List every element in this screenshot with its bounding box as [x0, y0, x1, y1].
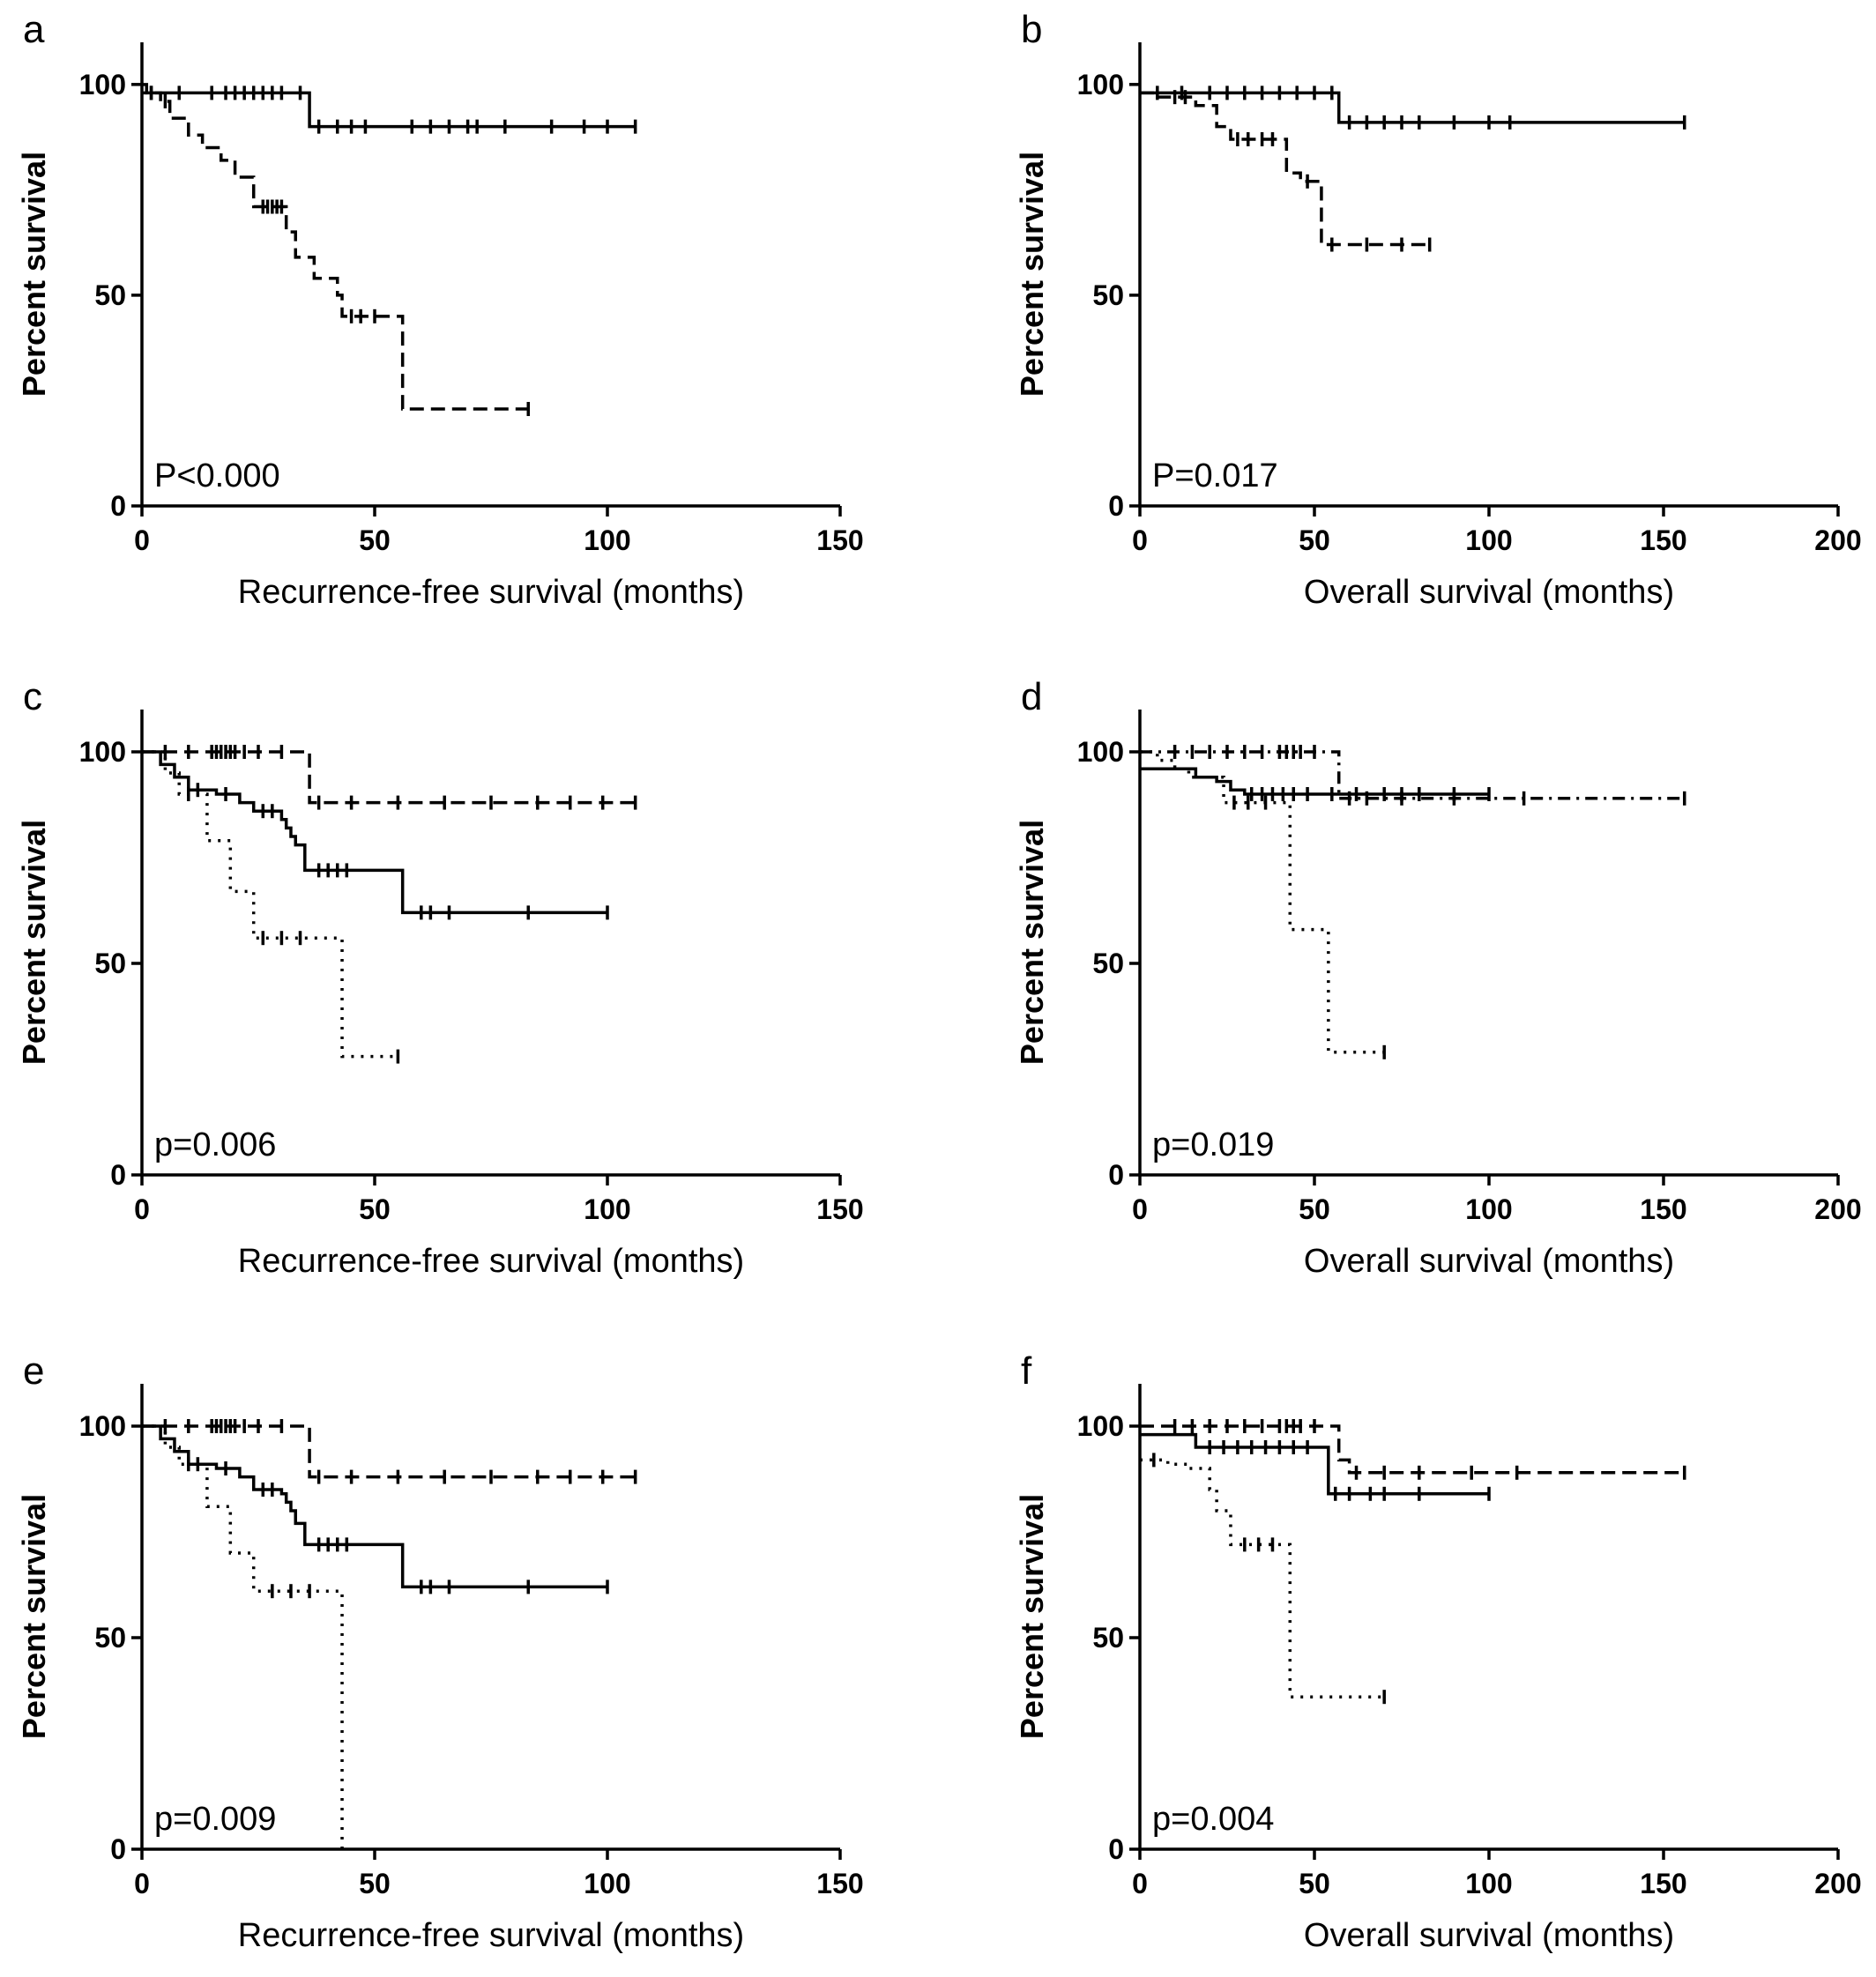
x-tick-label: 150 [816, 1868, 863, 1899]
y-tick-label: 0 [1108, 1833, 1124, 1865]
y-tick-label: 50 [94, 279, 126, 311]
survival-curve-dotted [142, 1424, 344, 1849]
panel-letter: b [1021, 8, 1042, 51]
x-tick-label: 100 [1465, 1193, 1512, 1225]
y-tick-label: 100 [1077, 1410, 1124, 1442]
panel-letter: c [23, 675, 42, 718]
x-tick-label: 100 [584, 1193, 630, 1225]
panel-letter: e [23, 1349, 44, 1393]
x-tick-label: 100 [1465, 524, 1512, 556]
x-axis-label: Recurrence-free survival (months) [238, 1917, 744, 1954]
y-axis-label: Percent survival [16, 1494, 52, 1739]
p-value-annotation: p=0.009 [154, 1801, 276, 1838]
x-tick-label: 100 [584, 1868, 630, 1899]
x-tick-label: 200 [1814, 1868, 1861, 1899]
x-tick-label: 50 [1299, 1868, 1330, 1899]
p-value-annotation: p=0.004 [1152, 1801, 1274, 1838]
x-axis-label: Recurrence-free survival (months) [238, 574, 744, 611]
survival-curve-dashed [142, 83, 529, 411]
y-tick-label: 100 [79, 69, 126, 100]
y-tick-label: 50 [1092, 1622, 1124, 1654]
x-tick-label: 100 [1465, 1868, 1512, 1899]
panel-letter: f [1021, 1349, 1032, 1393]
x-tick-label: 150 [816, 524, 863, 556]
y-tick-label: 50 [1092, 948, 1124, 979]
x-axis-label: Overall survival (months) [1304, 574, 1674, 611]
panel-letter: a [23, 8, 45, 51]
x-tick-label: 0 [134, 524, 150, 556]
y-tick-label: 100 [1077, 736, 1124, 768]
survival-curve-solid [1140, 1432, 1489, 1496]
x-tick-label: 50 [1299, 1193, 1330, 1225]
panel-b: b 0 50 100 150 200 0 50 100 Overall survival (mon… [1014, 8, 1862, 611]
x-tick-label: 150 [816, 1193, 863, 1225]
panel-e: e 0 50 100 150 0 50 100 Recurrence-free survival… [16, 1349, 864, 1954]
y-tick-label: 50 [1092, 279, 1124, 311]
x-axis-label: Overall survival (months) [1304, 1243, 1674, 1280]
survival-curve-dashed [1140, 1424, 1685, 1475]
y-tick-label: 0 [110, 490, 126, 522]
x-tick-label: 0 [134, 1868, 150, 1899]
survival-curve-solid [1140, 767, 1489, 796]
x-tick-label: 50 [359, 524, 391, 556]
survival-curve-dotted [1140, 1458, 1385, 1698]
x-tick-label: 50 [359, 1193, 391, 1225]
panel-a: a 0 50 100 150 0 50 100 Recurrence-free survival… [16, 8, 864, 611]
x-tick-label: 200 [1814, 524, 1861, 556]
y-axis-label: Percent survival [16, 152, 52, 397]
survival-curve-solid [1140, 91, 1685, 124]
survival-curve-solid [142, 1424, 607, 1589]
survival-curve-dashed [1140, 91, 1430, 247]
y-tick-label: 100 [79, 736, 126, 768]
survival-curve-solid [142, 750, 607, 915]
y-axis-label: Percent survival [1014, 820, 1050, 1065]
y-axis-label: Percent survival [1014, 152, 1050, 397]
y-tick-label: 100 [1077, 69, 1124, 100]
y-tick-label: 0 [1108, 1159, 1124, 1191]
panel-d: d 0 50 100 150 200 0 50 100 Overall survival (mon… [1014, 675, 1862, 1280]
panel-c: c 0 50 100 150 0 50 100 Recurrence-free survival… [16, 675, 864, 1280]
panel-f: f 0 50 100 150 200 0 50 100 Overall survival (mon… [1014, 1349, 1862, 1954]
x-axis-label: Overall survival (months) [1304, 1917, 1674, 1954]
y-axis-label: Percent survival [1014, 1494, 1050, 1739]
x-tick-label: 150 [1640, 1193, 1686, 1225]
p-value-annotation: p=0.019 [1152, 1126, 1274, 1163]
survival-curve-dashed [142, 750, 636, 805]
survival-curve-dotted [142, 750, 398, 1059]
y-tick-label: 0 [1108, 490, 1124, 522]
p-value-annotation: P<0.000 [154, 457, 280, 494]
survival-curve-solid [142, 91, 636, 129]
y-tick-label: 100 [79, 1410, 126, 1442]
x-axis-label: Recurrence-free survival (months) [238, 1243, 744, 1280]
p-value-annotation: p=0.006 [154, 1126, 276, 1163]
panel-letter: d [1021, 675, 1042, 718]
x-tick-label: 0 [1132, 1193, 1148, 1225]
y-tick-label: 50 [94, 1622, 126, 1654]
x-tick-label: 100 [584, 524, 630, 556]
x-tick-label: 0 [1132, 524, 1148, 556]
x-tick-label: 50 [359, 1868, 391, 1899]
x-tick-label: 200 [1814, 1193, 1861, 1225]
x-tick-label: 50 [1299, 524, 1330, 556]
survival-curve-dotted [1140, 750, 1385, 1054]
y-tick-label: 0 [110, 1159, 126, 1191]
p-value-annotation: P=0.017 [1152, 457, 1278, 494]
x-tick-label: 0 [134, 1193, 150, 1225]
x-tick-label: 150 [1640, 1868, 1686, 1899]
y-tick-label: 0 [110, 1833, 126, 1865]
survival-curve-dashed [142, 1424, 636, 1479]
y-tick-label: 50 [94, 948, 126, 979]
x-tick-label: 150 [1640, 524, 1686, 556]
x-tick-label: 0 [1132, 1868, 1148, 1899]
y-axis-label: Percent survival [16, 820, 52, 1065]
survival-curve-dashdot [1140, 750, 1685, 800]
